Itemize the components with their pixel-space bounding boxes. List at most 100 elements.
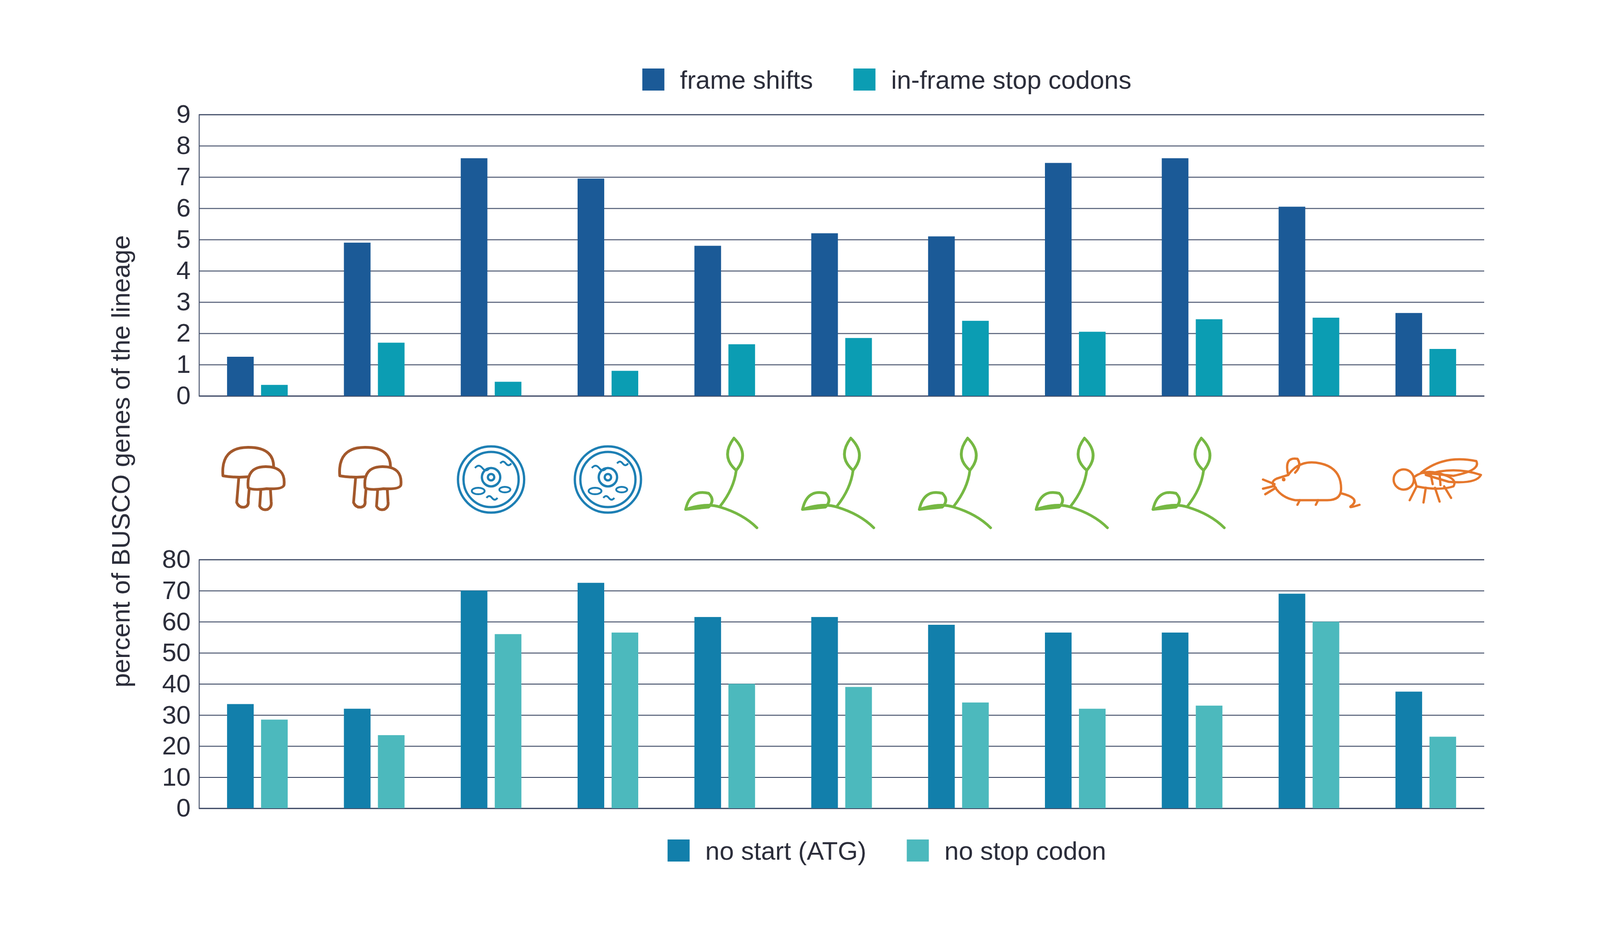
y-tick-label: 1: [176, 349, 191, 379]
icon-plant: [1152, 437, 1225, 528]
icon-part: [588, 487, 602, 494]
y-tick: 7: [176, 161, 1485, 191]
y-tick: 8: [176, 130, 1485, 160]
icon-part: [1194, 437, 1210, 471]
icon-part: [487, 473, 495, 481]
bars: [226, 158, 1457, 396]
icon-part: [1187, 470, 1204, 506]
y-tick-label: 10: [162, 761, 191, 791]
bar: [1278, 593, 1306, 808]
bar: [343, 242, 371, 396]
y-tick-label: 0: [176, 792, 191, 822]
icon-part: [1070, 470, 1087, 506]
legend-label: in-frame stop codons: [890, 65, 1132, 95]
bar: [1429, 348, 1457, 396]
y-tick-label: 40: [162, 668, 191, 698]
bar: [343, 708, 371, 808]
icon-part: [1263, 479, 1277, 494]
legend-label: frame shifts: [680, 65, 813, 95]
bars: [226, 582, 1457, 808]
bar: [1312, 621, 1340, 808]
icon-part: [1078, 437, 1094, 471]
legend-swatch: [642, 68, 665, 91]
icon-part: [591, 461, 629, 500]
y-axis-line: [199, 559, 1485, 809]
icon-part: [1425, 470, 1481, 483]
icon-mushroom: [222, 447, 285, 510]
bar: [1078, 331, 1106, 396]
legend-item: no stop codon: [906, 835, 1107, 865]
icon-part: [1152, 492, 1180, 510]
y-axis: 01020304050607080: [162, 544, 1485, 822]
icon-part: [475, 461, 512, 500]
icon-part: [919, 492, 947, 510]
bar: [1195, 705, 1223, 808]
bar: [577, 178, 605, 396]
icon-cell: [574, 446, 642, 513]
icon-part: [837, 470, 854, 506]
grid-line: [198, 114, 1485, 116]
icon-part: [471, 487, 485, 494]
grid-line: [198, 145, 1485, 147]
bar: [962, 702, 989, 808]
icon-part: [364, 466, 402, 490]
bar: [694, 245, 721, 396]
bar: [611, 370, 639, 396]
icon-part: [844, 437, 860, 471]
icon-plant: [1036, 437, 1108, 528]
y-tick-label: 80: [162, 544, 191, 574]
icon-plant: [685, 437, 757, 528]
bar: [377, 342, 405, 396]
legend-item: no start (ATG): [667, 835, 867, 865]
icon-mouse: [1263, 458, 1360, 507]
bar: [728, 344, 755, 396]
bar: [577, 582, 605, 808]
legend: no start (ATG) no stop codon: [667, 835, 1107, 865]
bar: [928, 236, 955, 396]
icon-part: [961, 437, 977, 471]
y-tick-label: 9: [176, 99, 191, 129]
legend-swatch: [853, 68, 876, 91]
bar: [1429, 736, 1457, 808]
panel-1: 01020304050607080no start (ATG)no stop c…: [162, 544, 1485, 865]
y-tick-label: 70: [162, 575, 191, 605]
bar: [1078, 708, 1106, 808]
bar: [226, 703, 254, 808]
icon-part: [802, 492, 830, 510]
icon-part: [458, 446, 525, 513]
legend-swatch: [906, 839, 929, 862]
bar: [1044, 632, 1072, 808]
icon-part: [248, 466, 285, 490]
bar: [494, 633, 522, 808]
y-tick-label: 5: [176, 224, 191, 254]
bar: [1044, 162, 1072, 396]
y-tick-label: 2: [176, 317, 191, 347]
icon-plant: [919, 437, 991, 528]
y-axis-title: percent of BUSCO genes of the lineage: [106, 235, 136, 688]
panel-0: 0123456789frame shiftsin-frame stop codo…: [176, 65, 1485, 410]
icon-fly: [1393, 459, 1481, 503]
icon-part: [604, 473, 612, 481]
y-tick-label: 4: [176, 255, 191, 285]
bar: [728, 683, 755, 809]
bar: [1278, 206, 1306, 396]
legend-label: no stop codon: [944, 835, 1107, 865]
bar: [811, 232, 839, 396]
icon-part: [1393, 469, 1414, 490]
bar: [260, 719, 288, 808]
icon-part: [953, 470, 971, 506]
icon-part: [727, 437, 743, 471]
y-tick-label: 0: [176, 380, 191, 410]
y-tick: 80: [162, 544, 1485, 574]
icon-part: [1036, 492, 1063, 510]
y-tick-label: 3: [176, 286, 191, 316]
y-tick-label: 60: [162, 606, 191, 636]
bar: [494, 381, 522, 396]
icon-part: [1409, 486, 1452, 503]
legend-item: in-frame stop codons: [853, 65, 1132, 95]
icon-part: [1287, 458, 1300, 475]
icon-part: [574, 446, 642, 513]
icon-part: [685, 492, 713, 510]
y-tick-label: 20: [162, 730, 191, 760]
y-axis-line: [199, 114, 1485, 397]
